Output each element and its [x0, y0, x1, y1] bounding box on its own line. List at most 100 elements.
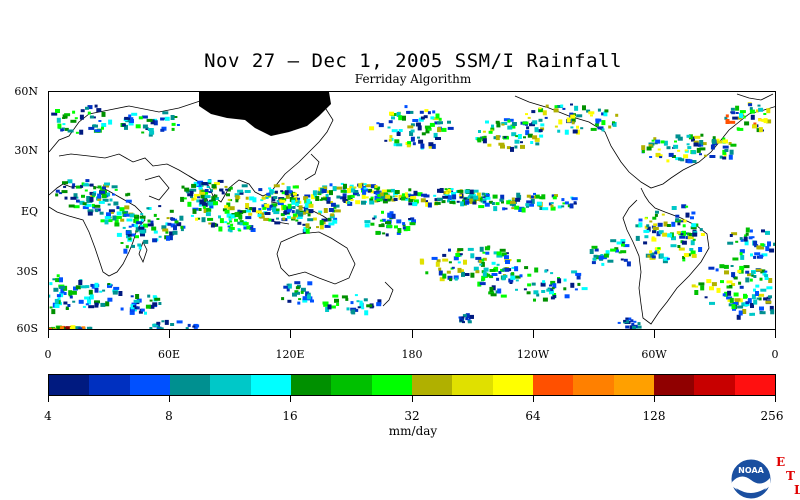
rain-cell — [457, 189, 464, 193]
rain-cell — [282, 204, 287, 210]
rain-cell — [601, 128, 605, 132]
rain-cell — [239, 222, 244, 226]
rain-cell — [308, 209, 314, 214]
rain-cell — [346, 307, 350, 311]
rain-cell — [91, 203, 95, 207]
rain-cell — [724, 270, 729, 275]
coastline-greenland — [736, 93, 774, 101]
rain-cell — [751, 270, 755, 274]
rain-cell — [261, 204, 265, 208]
rain-cell — [229, 206, 235, 211]
rain-cell — [140, 213, 144, 216]
rain-cell — [615, 113, 619, 117]
rain-cell — [225, 188, 229, 191]
rain-cell — [145, 304, 151, 309]
rain-cell — [124, 205, 130, 210]
rain-cell — [315, 196, 320, 201]
rain-cell — [553, 108, 559, 113]
rain-cell — [509, 200, 516, 204]
rain-cell — [691, 253, 697, 258]
rain-cell — [174, 218, 178, 221]
rain-cell — [245, 196, 249, 200]
rain-cell — [433, 194, 437, 197]
rain-cell — [268, 187, 272, 190]
rain-cell — [652, 230, 656, 234]
rain-cell — [218, 226, 223, 232]
rain-cell — [620, 258, 624, 261]
rain-cell — [260, 212, 264, 216]
rain-cell — [224, 221, 228, 224]
rain-cell — [283, 285, 290, 289]
rain-cell — [770, 309, 775, 315]
rain-cell — [126, 218, 133, 222]
rain-cell — [752, 312, 755, 316]
rain-cell — [467, 320, 472, 324]
rain-cell — [655, 210, 659, 214]
colorbar-swatch — [371, 375, 412, 395]
rain-cell — [321, 189, 327, 193]
rain-cell — [101, 123, 107, 127]
rain-cell — [377, 194, 381, 197]
rain-cell — [162, 111, 169, 115]
rain-cell — [407, 125, 414, 129]
rain-cell — [593, 254, 598, 258]
rain-cell — [601, 120, 606, 126]
rain-cell — [671, 236, 676, 241]
rain-cell — [424, 109, 429, 113]
rain-cell — [226, 202, 231, 208]
rain-cell — [744, 121, 750, 126]
rain-cell — [375, 230, 381, 235]
rain-cell — [72, 183, 76, 187]
rain-cell — [249, 196, 255, 201]
rain-cell — [753, 275, 757, 278]
rain-cell — [286, 209, 291, 213]
rain-cell — [147, 128, 154, 131]
rain-cell — [350, 188, 356, 193]
rain-cell — [286, 283, 290, 286]
rain-cell — [136, 221, 143, 225]
rain-cell — [612, 121, 617, 127]
rain-cell — [638, 222, 643, 228]
rain-cell — [425, 200, 428, 203]
rain-cell — [662, 259, 668, 264]
rain-cell — [272, 191, 276, 194]
rain-cell — [201, 190, 208, 194]
rain-cell — [406, 226, 411, 231]
rain-cell — [125, 199, 132, 203]
rain-cell — [591, 245, 598, 249]
rain-cell — [510, 124, 516, 129]
rain-cell — [162, 228, 169, 232]
rain-cell — [659, 253, 664, 259]
rain-cell — [643, 229, 650, 233]
rain-cell — [510, 275, 516, 280]
rain-cell — [745, 227, 750, 233]
rain-cell — [78, 327, 83, 329]
rain-cell — [753, 288, 756, 292]
rain-cell — [237, 189, 244, 193]
rain-cell — [475, 256, 482, 260]
rain-cell — [327, 304, 332, 310]
rain-cell — [226, 213, 232, 218]
rain-cell — [704, 296, 708, 299]
rain-cell — [79, 114, 84, 120]
rain-cell — [742, 115, 746, 119]
rain-cell — [249, 207, 253, 210]
rain-cell — [245, 209, 252, 213]
rain-cell — [385, 221, 391, 225]
rain-cell — [716, 140, 723, 144]
rain-cell — [129, 213, 135, 218]
rain-cell — [62, 326, 68, 329]
rain-cell — [373, 215, 377, 219]
rain-cell — [449, 278, 453, 282]
rain-cell — [284, 190, 289, 196]
rain-cell — [370, 196, 374, 199]
rain-cell — [406, 144, 411, 148]
rain-cell — [666, 224, 671, 227]
rain-cell — [737, 116, 742, 120]
rain-cell — [193, 323, 198, 329]
rain-cell — [140, 224, 144, 228]
rain-cell — [152, 302, 158, 307]
rain-cell — [167, 222, 172, 226]
rain-cell — [502, 207, 506, 211]
rain-cell — [276, 217, 279, 220]
